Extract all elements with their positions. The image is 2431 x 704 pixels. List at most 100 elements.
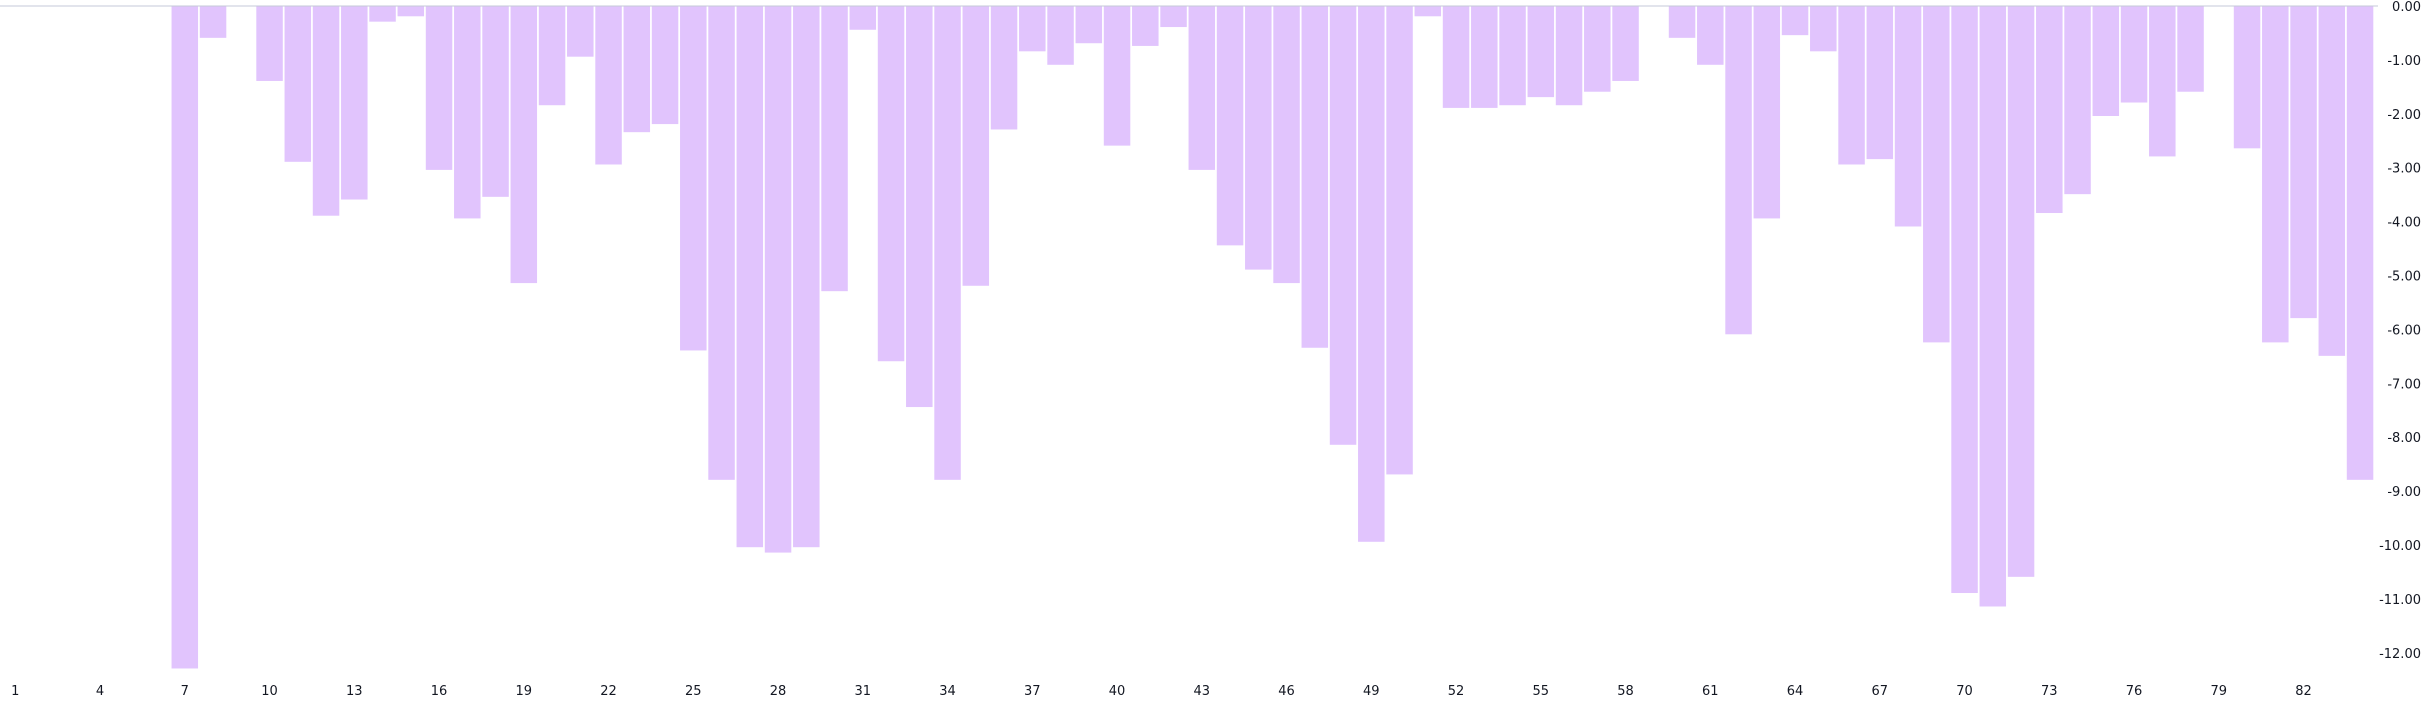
bar-56 xyxy=(1554,5,1584,107)
y-tick-label: 0.00 xyxy=(2392,0,2421,15)
bar-32 xyxy=(876,5,906,363)
bar-70 xyxy=(1950,5,1979,595)
x-tick-label: 76 xyxy=(2126,684,2143,699)
bar-57 xyxy=(1583,5,1612,93)
bar-84 xyxy=(2345,5,2375,481)
bar-83 xyxy=(2317,5,2347,357)
y-tick-label: -4.00 xyxy=(2387,216,2421,231)
y-tick-label: -5.00 xyxy=(2387,270,2421,285)
bar-24 xyxy=(650,5,680,126)
bar-18 xyxy=(481,5,510,198)
bar-23 xyxy=(622,5,652,134)
x-tick-label: 58 xyxy=(1617,684,1634,699)
bar-35 xyxy=(961,5,991,287)
y-tick-label: -3.00 xyxy=(2387,162,2421,177)
bar-82 xyxy=(2289,5,2318,320)
y-tick-label: -7.00 xyxy=(2387,377,2421,392)
y-tick-label: -9.00 xyxy=(2387,485,2421,500)
bar-47 xyxy=(1300,5,1330,349)
bar-34 xyxy=(933,5,962,481)
bar-7 xyxy=(170,5,200,670)
x-tick-label: 7 xyxy=(181,684,189,699)
bar-25 xyxy=(679,5,708,352)
bar-44 xyxy=(1215,5,1245,247)
bar-22 xyxy=(594,5,623,166)
bar-51 xyxy=(1413,5,1443,18)
bar-40 xyxy=(1102,5,1132,147)
y-tick-label: -1.00 xyxy=(2387,54,2421,69)
x-tick-label: 16 xyxy=(431,684,448,699)
x-axis-ticks: 1 4 7 10 13 16 19 22 25 28 31 34 37 40 43 46 49 52 55 58 61 6… xyxy=(11,684,2312,699)
bar-17 xyxy=(453,5,482,220)
x-tick-label: 1 xyxy=(11,684,19,699)
bar-78 xyxy=(2176,5,2205,93)
x-tick-label: 79 xyxy=(2211,684,2228,699)
bar-80 xyxy=(2232,5,2262,150)
x-tick-label: 34 xyxy=(939,684,956,699)
bar-27 xyxy=(735,5,765,549)
bar-45 xyxy=(1244,5,1273,271)
bar-76 xyxy=(2119,5,2149,104)
x-tick-label: 46 xyxy=(1278,684,1295,699)
bar-75 xyxy=(2091,5,2121,117)
bar-73 xyxy=(2035,5,2064,215)
x-tick-label: 64 xyxy=(1787,684,1804,699)
bar-46 xyxy=(1272,5,1301,285)
bar-12 xyxy=(311,5,341,217)
bar-60 xyxy=(1667,5,1697,39)
bar-65 xyxy=(1809,5,1838,53)
bar-77 xyxy=(2148,5,2177,158)
x-tick-label: 28 xyxy=(770,684,787,699)
bar-52 xyxy=(1441,5,1471,109)
bar-31 xyxy=(848,5,878,31)
bar-13 xyxy=(340,5,369,201)
bar-14 xyxy=(368,5,397,23)
bar-61 xyxy=(1696,5,1725,66)
bar-54 xyxy=(1498,5,1527,107)
y-tick-label: -6.00 xyxy=(2387,323,2421,338)
bar-64 xyxy=(1780,5,1810,37)
x-tick-label: 82 xyxy=(2295,684,2312,699)
bar-11 xyxy=(283,5,313,163)
bar-37 xyxy=(1018,5,1047,53)
x-tick-label: 25 xyxy=(685,684,702,699)
bar-10 xyxy=(255,5,284,82)
y-axis-ticks: 0.00 -1.00 -2.00 -3.00 -4.00 -5.00 -6.00 -7.00 -… xyxy=(2379,0,2421,662)
bars-layer xyxy=(170,5,2375,670)
bar-39 xyxy=(1074,5,1104,45)
bar-71 xyxy=(1978,5,2008,608)
x-tick-label: 13 xyxy=(346,684,363,699)
bar-29 xyxy=(792,5,821,549)
y-tick-label: -8.00 xyxy=(2387,431,2421,446)
bar-68 xyxy=(1893,5,1923,228)
x-tick-label: 10 xyxy=(261,684,278,699)
x-tick-label: 55 xyxy=(1533,684,1550,699)
y-tick-label: -10.00 xyxy=(2379,539,2421,554)
x-tick-label: 31 xyxy=(855,684,872,699)
y-tick-label: -11.00 xyxy=(2379,593,2421,608)
bar-42 xyxy=(1159,5,1188,29)
bar-72 xyxy=(2006,5,2036,578)
x-tick-label: 49 xyxy=(1363,684,1380,699)
x-tick-label: 22 xyxy=(600,684,617,699)
bar-50 xyxy=(1385,5,1414,476)
x-tick-label: 52 xyxy=(1448,684,1465,699)
bar-36 xyxy=(989,5,1019,131)
x-tick-label: 70 xyxy=(1956,684,1973,699)
bar-21 xyxy=(566,5,595,58)
bar-30 xyxy=(820,5,849,293)
bar-8 xyxy=(198,5,228,39)
x-tick-label: 37 xyxy=(1024,684,1041,699)
x-tick-label: 67 xyxy=(1872,684,1889,699)
bar-69 xyxy=(1922,5,1951,344)
x-tick-label: 19 xyxy=(516,684,533,699)
bar-81 xyxy=(2261,5,2290,344)
bar-38 xyxy=(1046,5,1075,66)
bar-15 xyxy=(396,5,426,18)
y-tick-label: -12.00 xyxy=(2379,647,2421,662)
x-tick-label: 43 xyxy=(1194,684,1211,699)
bar-74 xyxy=(2063,5,2092,196)
bar-28 xyxy=(763,5,793,554)
